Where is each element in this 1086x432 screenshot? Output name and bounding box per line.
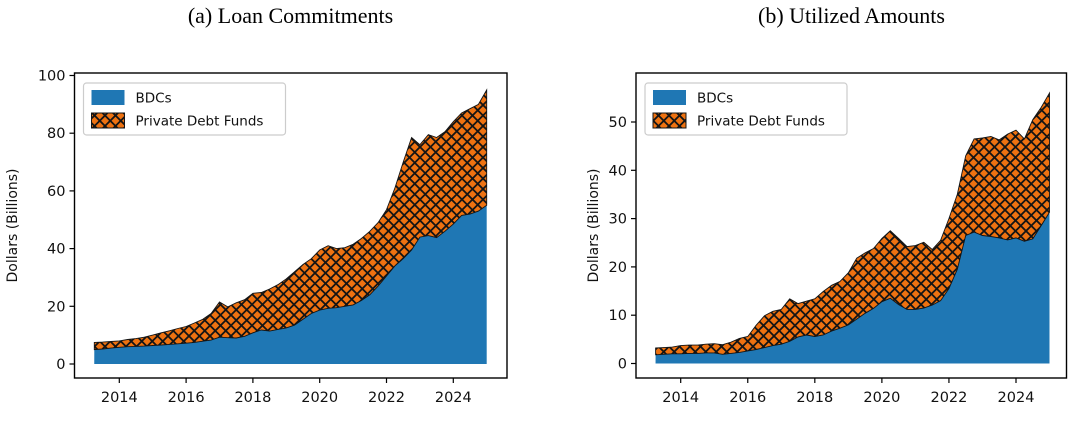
x-tick-label: 2018 <box>796 390 833 406</box>
chart-title-loan-commitments: (a) Loan Commitments <box>187 3 394 28</box>
stacked-areas <box>655 91 1050 364</box>
y-tick-label: 0 <box>56 357 65 373</box>
x-tick-label: 2024 <box>435 390 472 406</box>
legend-label-bdcs: BDCs <box>136 91 172 107</box>
legend-label-bdcs: BDCs <box>697 91 733 107</box>
x-tick-label: 2024 <box>998 390 1035 406</box>
y-axis: 0 10 20 30 40 50 Dollars (Billions) <box>586 115 636 373</box>
x-tick-label: 2014 <box>101 390 138 406</box>
legend-swatch-bdcs <box>653 90 686 105</box>
legend-swatch-private-debt-funds <box>652 112 687 129</box>
area-bdcs <box>655 212 1050 364</box>
y-tick-label: 0 <box>618 357 627 373</box>
y-tick-label: 100 <box>38 69 66 85</box>
x-tick-label: 2018 <box>234 390 271 406</box>
y-tick-label: 30 <box>609 212 627 228</box>
stacked-areas <box>93 88 488 364</box>
y-tick-label: 40 <box>47 242 65 258</box>
x-tick-label: 2014 <box>662 390 699 406</box>
panel-loan-commitments: (a) Loan Commitments 2014 2016 2018 2020 202… <box>5 3 508 406</box>
y-tick-label: 80 <box>47 126 65 142</box>
plot-frame <box>635 72 1068 379</box>
x-tick-label: 2016 <box>168 390 205 406</box>
legend: BDCs Private Debt Funds <box>644 82 848 136</box>
y-tick-label: 20 <box>47 299 65 315</box>
x-tick-label: 2020 <box>301 390 338 406</box>
y-axis-label: Dollars (Billions) <box>5 168 21 282</box>
chart-canvas-loan-commitments: 2014 2016 2018 2020 2022 2024 0 20 40 60 80 100 Doll… <box>5 69 508 406</box>
area-bdcs <box>94 205 487 364</box>
y-tick-label: 20 <box>609 260 627 276</box>
y-axis-label: Dollars (Billions) <box>586 168 602 282</box>
panel-utilized-amounts: (b) Utilized Amounts 2014 2016 2018 2020 202… <box>543 0 1086 432</box>
chart-title-utilized-amounts: (b) Utilized Amounts <box>758 3 945 28</box>
legend-swatch-private-debt-funds <box>91 112 125 129</box>
x-axis: 2014 2016 2018 2020 2022 2024 <box>662 378 1034 406</box>
legend-label-private-debt-funds: Private Debt Funds <box>697 114 825 130</box>
legend-label-private-debt-funds: Private Debt Funds <box>136 114 264 130</box>
x-tick-label: 2022 <box>930 390 967 406</box>
x-tick-label: 2016 <box>729 390 766 406</box>
plot-frame <box>73 72 508 379</box>
legend-swatch-bdcs <box>91 90 125 105</box>
area-private-debt-funds <box>93 88 488 351</box>
x-tick-label: 2022 <box>368 390 405 406</box>
y-tick-label: 40 <box>609 163 627 179</box>
legend: BDCs Private Debt Funds <box>82 82 287 136</box>
x-axis: 2014 2016 2018 2020 2022 2024 <box>101 378 472 406</box>
y-axis: 0 20 40 60 80 100 Dollars (Billions) <box>5 69 75 373</box>
x-tick-label: 2020 <box>863 390 900 406</box>
y-tick-label: 60 <box>47 184 65 200</box>
y-tick-label: 10 <box>609 308 627 324</box>
area-private-debt-funds <box>655 91 1050 356</box>
y-tick-label: 50 <box>609 115 627 131</box>
chart-canvas-utilized-amounts: 2014 2016 2018 2020 2022 2024 0 10 20 30 40 50 Dolla… <box>586 72 1068 406</box>
